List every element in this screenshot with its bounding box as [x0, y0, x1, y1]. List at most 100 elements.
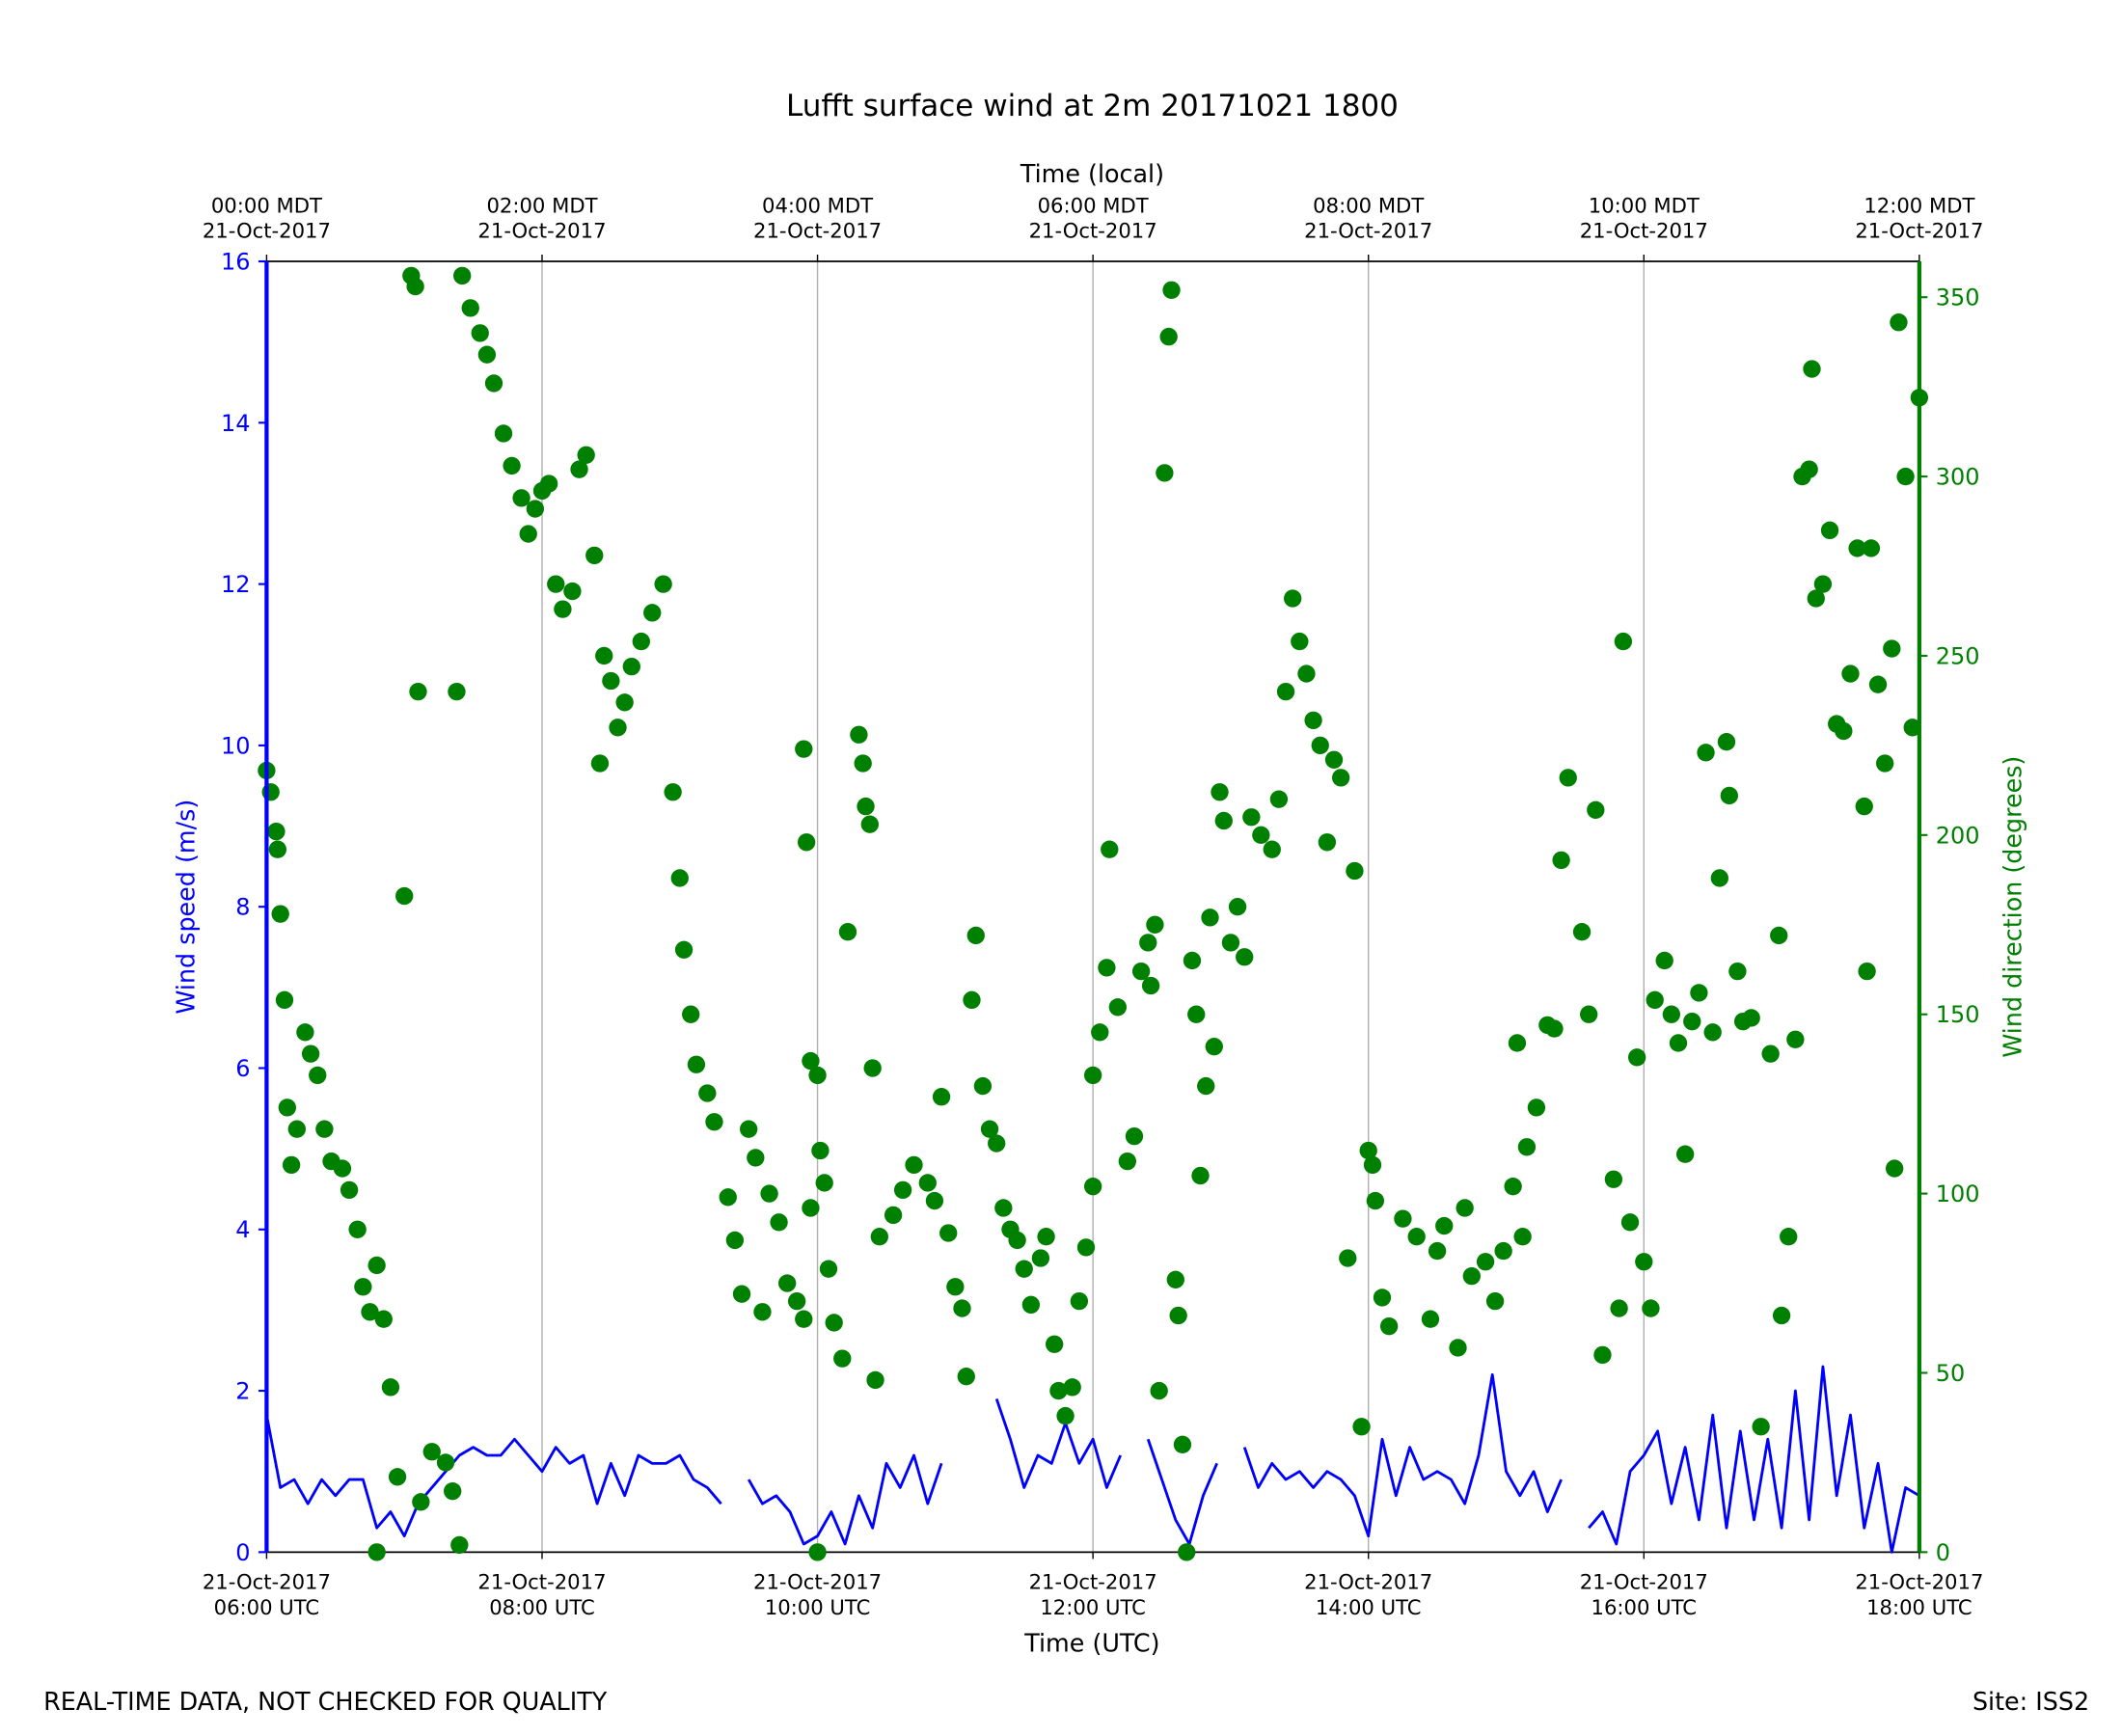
- wind-direction-point: [1169, 1306, 1187, 1325]
- wind-direction-point: [1394, 1209, 1412, 1228]
- wind-direction-point: [1146, 915, 1164, 934]
- wind-direction-point: [539, 475, 558, 493]
- wind-direction-point: [1173, 1435, 1192, 1453]
- wind-direction-point: [381, 1378, 400, 1397]
- wind-direction-point: [1662, 1005, 1681, 1023]
- wind-direction-point: [1572, 923, 1592, 941]
- wind-direction-point: [1614, 632, 1633, 651]
- wind-direction-point: [422, 1443, 441, 1461]
- wind-direction-point: [819, 1260, 838, 1278]
- wind-direction-point: [980, 1120, 999, 1138]
- wind-direction-point: [1642, 1299, 1660, 1317]
- x2-tick-label: 02:00 MDT 21-Oct-2017: [477, 193, 606, 242]
- wind-direction-point: [1635, 1253, 1653, 1271]
- wind-direction-point: [1848, 539, 1866, 557]
- wind-direction-point: [1324, 750, 1344, 769]
- wind-direction-point: [602, 671, 620, 691]
- wind-direction-point: [512, 489, 530, 507]
- x2-tick-label: 12:00 MDT 21-Oct-2017: [1855, 193, 1983, 242]
- wind-direction-point: [1269, 790, 1289, 808]
- wind-direction-point: [1156, 464, 1174, 482]
- y-tick-label: 16: [221, 248, 251, 275]
- wind-direction-point: [1772, 1306, 1791, 1325]
- wind-direction-point: [925, 1191, 944, 1210]
- wind-direction-point: [932, 1088, 951, 1106]
- wind-direction-point: [1008, 1231, 1026, 1250]
- wind-direction-point: [674, 940, 694, 959]
- wind-direction-point: [808, 1066, 827, 1085]
- wind-direction-point: [1108, 998, 1128, 1017]
- wind-direction-point: [622, 657, 640, 676]
- wind-direction-point: [1407, 1228, 1426, 1246]
- wind-direction-point: [654, 575, 672, 593]
- wind-direction-point: [854, 754, 872, 773]
- wind-direction-point: [988, 1134, 1006, 1153]
- wind-direction-point: [1083, 1066, 1102, 1085]
- wind-direction-point: [471, 324, 489, 342]
- wind-direction-point: [753, 1303, 772, 1321]
- wind-direction-point: [1263, 840, 1281, 858]
- wind-direction-point: [1118, 1152, 1137, 1171]
- wind-direction-point: [282, 1155, 301, 1175]
- wind-direction-point: [860, 815, 879, 833]
- wind-direction-point: [275, 990, 294, 1010]
- wind-direction-point: [1091, 1023, 1109, 1042]
- wind-direction-point: [444, 1481, 462, 1501]
- wind-direction-point: [287, 1120, 306, 1138]
- wind-direction-point: [1139, 934, 1157, 952]
- wind-direction-point: [1242, 808, 1261, 827]
- y-tick-label: 6: [235, 1055, 250, 1082]
- wind-direction-point: [740, 1120, 758, 1138]
- wind-direction-point: [1786, 1030, 1805, 1048]
- y2-axis-label: Wind direction (degrees): [1999, 756, 2027, 1058]
- wind-direction-point: [1675, 1145, 1695, 1163]
- wind-direction-point: [815, 1174, 833, 1192]
- wind-direction-point: [1508, 1034, 1527, 1052]
- wind-direction-point: [406, 277, 424, 296]
- x2-axis-label: Time (local): [1020, 159, 1164, 188]
- wind-direction-point: [632, 632, 650, 651]
- y-tick-label: 12: [221, 571, 251, 598]
- wind-speed-line: [265, 1365, 1920, 1554]
- wind-direction-point: [1903, 719, 1921, 737]
- wind-direction-point: [448, 682, 466, 701]
- wind-direction-point: [1221, 934, 1240, 952]
- wind-direction-point: [1620, 1213, 1640, 1232]
- wind-direction-point: [1449, 1339, 1467, 1357]
- wind-direction-point: [1101, 840, 1119, 858]
- wind-direction-point: [278, 1099, 296, 1117]
- wind-direction-point: [1363, 1155, 1382, 1175]
- y2-tick-label: 250: [1936, 642, 1980, 669]
- wind-direction-point: [973, 1076, 993, 1096]
- wind-direction-point: [802, 1199, 820, 1217]
- y-tick-label: 14: [221, 410, 251, 437]
- wind-direction-point: [687, 1055, 706, 1073]
- wind-direction-point: [1236, 948, 1254, 966]
- wind-direction-point: [1886, 1159, 1904, 1178]
- wind-direction-point: [1761, 1044, 1780, 1063]
- wind-direction-point: [1807, 589, 1825, 608]
- wind-direction-point: [1131, 962, 1151, 981]
- wind-direction-point: [957, 1368, 975, 1386]
- wind-direction-point: [590, 754, 610, 773]
- wind-direction-point: [1015, 1260, 1033, 1278]
- wind-direction-point: [664, 783, 682, 801]
- wind-direction-point: [374, 1310, 393, 1328]
- wind-direction-point: [1800, 460, 1818, 478]
- wind-direction-point: [698, 1084, 717, 1102]
- wind-direction-point: [1835, 721, 1853, 741]
- wind-direction-point: [1504, 1177, 1522, 1196]
- wind-direction-point: [863, 1059, 882, 1077]
- wind-direction-point: [1655, 951, 1673, 970]
- wind-direction-point: [725, 1231, 745, 1250]
- wind-direction-point: [453, 266, 472, 285]
- wind-direction-point: [1159, 327, 1178, 346]
- wind-direction-point: [301, 1044, 320, 1063]
- y-tick-label: 8: [235, 894, 250, 921]
- wind-direction-point: [1346, 861, 1364, 881]
- wind-direction-point: [1455, 1199, 1474, 1217]
- wind-direction-point: [354, 1278, 372, 1296]
- wind-direction-point: [953, 1299, 971, 1317]
- wind-direction-point: [333, 1159, 352, 1178]
